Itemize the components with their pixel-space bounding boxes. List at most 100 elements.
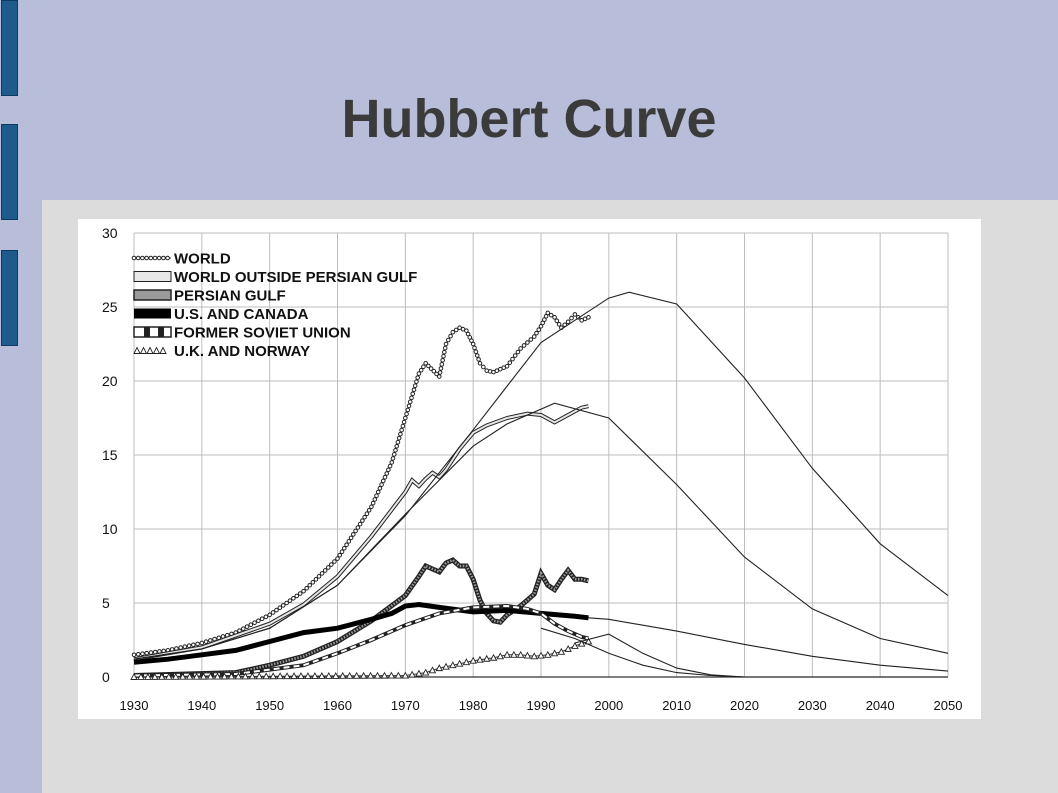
world-point: [362, 514, 367, 520]
world-point: [399, 427, 404, 433]
uk-norway-marker: [366, 671, 375, 679]
world-point: [507, 360, 513, 365]
legend-swatch-marker: [146, 346, 154, 354]
uk-norway-marker: [577, 639, 586, 647]
world-point: [396, 435, 402, 441]
uk-norway-marker: [496, 652, 505, 660]
world-point: [195, 641, 200, 647]
uk-norway-marker: [503, 650, 511, 658]
legend-label: U.K. AND NORWAY: [174, 343, 310, 360]
y-tick-label: 20: [102, 373, 118, 389]
world-point: [274, 607, 279, 613]
world-point: [565, 319, 571, 325]
world-point: [277, 605, 283, 611]
world-point: [294, 593, 300, 599]
world-point: [357, 521, 363, 527]
uk-norway-marker: [455, 659, 464, 667]
world-point: [510, 356, 515, 362]
uk-norway-marker: [421, 668, 430, 676]
world-point: [307, 582, 313, 588]
world-point: [548, 312, 554, 318]
world-point: [360, 518, 365, 523]
legend-entry-former-soviet-union: FORMER SOVIET UNION: [133, 325, 351, 342]
world-point: [442, 349, 447, 355]
world-point: [384, 471, 389, 476]
world-point: [411, 387, 417, 393]
world-point: [390, 456, 396, 461]
legend-swatch-point: [156, 255, 162, 261]
world-point: [256, 618, 261, 624]
world-point: [442, 345, 448, 351]
world-point: [448, 333, 453, 339]
world-point: [377, 486, 383, 491]
world-point: [423, 360, 428, 366]
world-point: [572, 312, 578, 317]
world-point: [387, 463, 393, 469]
uk-norway-marker: [290, 672, 298, 680]
legend-swatch-point: [135, 255, 141, 261]
world-point: [404, 411, 409, 417]
side-tab-2: [1, 124, 18, 220]
slide-side-tabs: [0, 0, 20, 793]
world-point: [351, 532, 356, 537]
uk-norway-marker: [380, 671, 389, 679]
world-point: [259, 616, 265, 622]
uk-norway-marker: [318, 672, 326, 679]
world-point: [244, 624, 250, 629]
x-tick-label: 2050: [934, 698, 963, 713]
uk-norway-marker: [428, 666, 437, 674]
legend-swatch: [133, 271, 172, 282]
world-point: [341, 545, 347, 551]
uk-norway-marker: [199, 672, 208, 680]
model-curve-line: [133, 402, 949, 660]
legend-label: WORLD OUTSIDE PERSIAN GULF: [174, 269, 417, 286]
uk-norway-marker: [338, 671, 347, 679]
uk-norway-marker: [394, 671, 403, 679]
world-point: [380, 478, 386, 484]
series-world-outside-persian-gulf: [133, 404, 589, 662]
world-point: [301, 588, 306, 594]
legend-swatch-point: [140, 255, 145, 261]
uk-norway-marker: [530, 652, 538, 660]
world-outside-pg-inner: [133, 405, 589, 661]
uk-norway-marker: [283, 672, 291, 680]
world-point: [428, 366, 434, 371]
x-tick-label: 2010: [662, 698, 691, 713]
uk-norway-marker: [269, 672, 277, 680]
world-point: [518, 346, 523, 351]
world-point: [346, 539, 352, 544]
x-tick-label: 2020: [730, 698, 759, 713]
world-point: [297, 591, 303, 596]
uk-norway-marker: [144, 672, 152, 680]
legend-swatch-point: [148, 255, 154, 261]
world-point: [556, 321, 562, 327]
world-point: [403, 415, 408, 421]
world-point: [407, 399, 413, 405]
world-point: [280, 603, 286, 608]
uk-norway-marker: [297, 672, 305, 680]
world-point: [481, 364, 486, 370]
world-point: [240, 626, 246, 631]
world-point: [534, 330, 539, 336]
uk-norway-marker: [482, 654, 491, 662]
legend-swatch-block: [144, 327, 150, 337]
world-point: [304, 585, 309, 591]
uk-norway-marker: [206, 672, 215, 680]
world-point: [569, 315, 574, 321]
legend-swatch-point: [161, 255, 166, 261]
world-point: [438, 366, 444, 371]
uk-norway-marker: [359, 671, 368, 679]
world-point: [140, 651, 145, 656]
uk-norway-marker: [178, 672, 187, 680]
world-point: [394, 443, 400, 449]
uk-norway-marker: [276, 672, 284, 680]
uk-norway-marker: [373, 671, 382, 679]
uk-norway-marker: [234, 672, 243, 680]
world-point: [531, 334, 537, 339]
world-point: [421, 364, 426, 369]
uk-norway-marker: [311, 672, 319, 679]
uk-norway-marker: [130, 673, 138, 680]
legend-swatch: [133, 326, 172, 338]
world-point: [370, 500, 376, 506]
world-point: [474, 353, 480, 358]
